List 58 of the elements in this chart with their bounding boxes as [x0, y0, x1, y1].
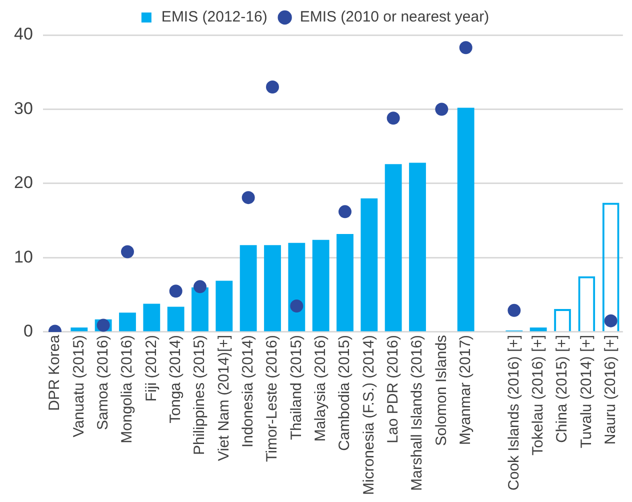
y-tick-label: 30 — [14, 98, 33, 118]
bar — [288, 242, 306, 332]
bar — [457, 108, 474, 332]
x-tick-label: Philippines (2015) — [191, 334, 208, 456]
x-tick-label: Cambodia (2015) — [336, 334, 354, 451]
point — [604, 314, 618, 328]
x-tick-label: China (2015) [+] — [554, 334, 571, 443]
x-tick-label: Cook Islands (2016) [+] — [505, 334, 522, 490]
x-tick-label: Timor-Leste (2016) — [264, 334, 281, 462]
x-tick-label: Indonesia (2014) — [239, 334, 256, 448]
x-tick-label: Solomon Islands — [432, 334, 450, 446]
point — [169, 284, 182, 298]
point — [193, 280, 206, 294]
x-tick-label: Micronesia (F.S.) (2014) — [360, 334, 378, 496]
bar — [312, 240, 330, 332]
y-tick-label: 40 — [14, 24, 33, 44]
bar — [167, 306, 184, 332]
bar — [530, 327, 547, 332]
x-tick-label: Tonga (2014) — [166, 334, 184, 424]
y-tick-label: 0 — [23, 322, 33, 341]
point — [290, 299, 304, 312]
x-tick-label: Marshall Islands (2016) — [408, 334, 426, 491]
x-tick-label: Vanuatu (2015) — [70, 334, 88, 438]
legend-label: EMIS (2010 or nearest year) — [300, 8, 490, 26]
y-tick-label: 10 — [14, 247, 33, 266]
point — [386, 112, 400, 125]
x-tick-label: Lao PDR (2016) — [384, 334, 402, 444]
x-tick-label: Malaysia (2016) — [312, 334, 329, 442]
point — [120, 245, 134, 258]
legend-label: EMIS (2012-16) — [161, 8, 268, 26]
x-tick-label: Fiji (2012) — [142, 334, 160, 402]
point — [242, 191, 255, 204]
bar — [192, 287, 208, 332]
bar — [143, 304, 160, 332]
x-tick-label: DPR Korea — [46, 334, 64, 411]
bar — [336, 234, 354, 332]
bar — [119, 312, 136, 332]
x-tick-label: Samoa (2016) — [94, 334, 112, 430]
bar — [384, 164, 402, 332]
bar — [70, 327, 88, 332]
bar — [360, 198, 378, 332]
bar — [240, 245, 257, 332]
x-tick-label: Nauru (2016) [+] — [602, 334, 619, 445]
point — [266, 80, 279, 94]
bar — [216, 280, 233, 332]
x-tick-label: Mongolia (2016) — [118, 334, 136, 444]
bar — [409, 162, 426, 332]
point — [435, 102, 448, 116]
point — [338, 205, 352, 218]
point — [508, 304, 521, 317]
y-tick-label: 20 — [14, 173, 33, 192]
x-tick-label: Tokelau (2016) [+] — [529, 334, 546, 456]
point — [459, 41, 472, 54]
x-tick-label: Tuvalu (2014) [+] — [578, 334, 595, 448]
x-tick-label: Viet Nam (2014)[+] — [215, 334, 232, 461]
bar — [264, 245, 281, 332]
x-tick-label: Thailand (2015) — [288, 334, 305, 440]
x-tick-label: Myanmar (2017) — [456, 334, 474, 445]
